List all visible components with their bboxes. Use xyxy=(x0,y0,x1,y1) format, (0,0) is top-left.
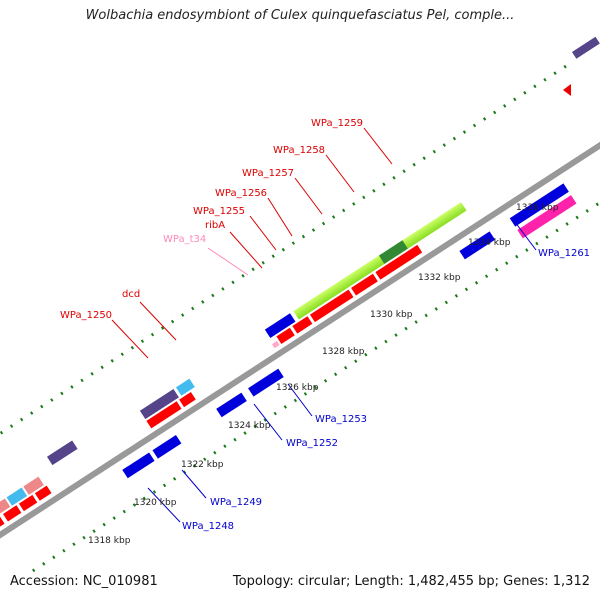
misc-feature[interactable] xyxy=(6,487,28,506)
cds-feature[interactable] xyxy=(375,244,423,280)
leader-line xyxy=(267,197,293,237)
leader-line xyxy=(511,217,537,251)
scale-label: 1332 kbp xyxy=(418,273,461,283)
leader-line xyxy=(229,231,263,269)
cds-feature[interactable] xyxy=(351,273,378,296)
leader-line xyxy=(325,154,355,193)
leader-line xyxy=(147,487,181,523)
reverse-cds-feature[interactable] xyxy=(152,435,182,459)
scale-label: 1326 kbp xyxy=(276,383,319,393)
gene-label: WPa_1255 xyxy=(193,206,245,217)
genome-map[interactable]: 1318 kbp 1320 kbp 1322 kbp 1324 kbp 1326 kbp… xyxy=(0,0,600,572)
gene-label: WPa_1261 xyxy=(538,248,590,259)
cds-feature[interactable] xyxy=(276,327,295,344)
leader-line xyxy=(294,177,323,215)
outer-tick-row xyxy=(0,59,576,487)
gene-label: WPa_1259 xyxy=(311,118,363,129)
gene-label: WPa_1253 xyxy=(315,414,367,425)
cds-feature[interactable] xyxy=(3,505,22,522)
cds-feature[interactable] xyxy=(292,316,313,334)
gene-label: WPa_1252 xyxy=(286,438,338,449)
genome-backbone xyxy=(0,129,600,560)
scale-label: 1336 kbp xyxy=(516,203,559,213)
gene-feature[interactable] xyxy=(46,440,78,466)
misc-feature[interactable] xyxy=(175,378,195,396)
reverse-cds-feature[interactable] xyxy=(216,392,247,418)
scale-label: 1320 kbp xyxy=(134,498,177,508)
trna-feature[interactable] xyxy=(271,340,280,349)
cds-feature[interactable] xyxy=(18,494,38,512)
rrna-feature[interactable] xyxy=(0,498,11,526)
cds-feature[interactable] xyxy=(146,401,182,429)
misc-feature[interactable] xyxy=(23,476,44,495)
leader-line xyxy=(287,383,313,417)
reverse-cds-feature[interactable] xyxy=(248,368,284,397)
upper-feature-row xyxy=(0,202,467,526)
scale-label: 1318 kbp xyxy=(88,536,131,546)
green-feature[interactable] xyxy=(293,202,467,320)
cds-feature[interactable] xyxy=(34,485,52,501)
cds-feature[interactable] xyxy=(309,289,354,323)
gene-feature[interactable] xyxy=(139,388,179,420)
reverse-cds-feature[interactable] xyxy=(122,452,155,479)
gene-label: WPa_1249 xyxy=(210,497,262,508)
cds-feature[interactable] xyxy=(179,391,196,408)
leader-line xyxy=(139,301,177,341)
marker-triangle xyxy=(563,84,571,96)
gene-label: ribA xyxy=(205,220,225,231)
label-leaders xyxy=(111,127,537,523)
leader-line xyxy=(363,127,393,165)
genome-summary: Topology: circular; Length: 1,482,455 bp… xyxy=(232,574,590,589)
reverse-cds-feature[interactable] xyxy=(459,231,496,260)
pink-feature[interactable] xyxy=(517,195,577,239)
forward-cds-row xyxy=(0,244,423,535)
gene-label: WPa_1257 xyxy=(242,168,294,179)
leader-line xyxy=(181,469,207,499)
gene-label: WPa_t34 xyxy=(163,234,206,245)
gene-feature[interactable] xyxy=(571,36,600,59)
leader-line xyxy=(207,247,249,276)
scale-label: 1330 kbp xyxy=(370,310,413,320)
leader-line xyxy=(253,403,283,441)
leader-line xyxy=(249,215,277,251)
scale-label: 1324 kbp xyxy=(228,421,271,431)
gene-label: WPa_1250 xyxy=(60,310,112,321)
map-title: Wolbachia endosymbiont of Culex quinquef… xyxy=(85,8,515,23)
scale-label: 1322 kbp xyxy=(181,460,224,470)
gene-label: WPa_1256 xyxy=(215,188,267,199)
gene-label: dcd xyxy=(122,289,140,300)
accession-label: Accession: NC_010981 xyxy=(10,574,158,589)
leader-line xyxy=(111,319,149,359)
green-feature-dark[interactable] xyxy=(378,240,408,264)
scale-label: 1334 kbp xyxy=(468,238,511,248)
gene-label: WPa_1258 xyxy=(273,145,325,156)
scale-label: 1328 kbp xyxy=(322,347,365,357)
reverse-cds-row xyxy=(122,183,577,479)
reverse-cds-feature[interactable] xyxy=(509,183,569,227)
gene-label: WPa_1248 xyxy=(182,521,234,532)
inner-tick-row xyxy=(0,170,600,572)
gene-feature[interactable] xyxy=(264,313,296,338)
